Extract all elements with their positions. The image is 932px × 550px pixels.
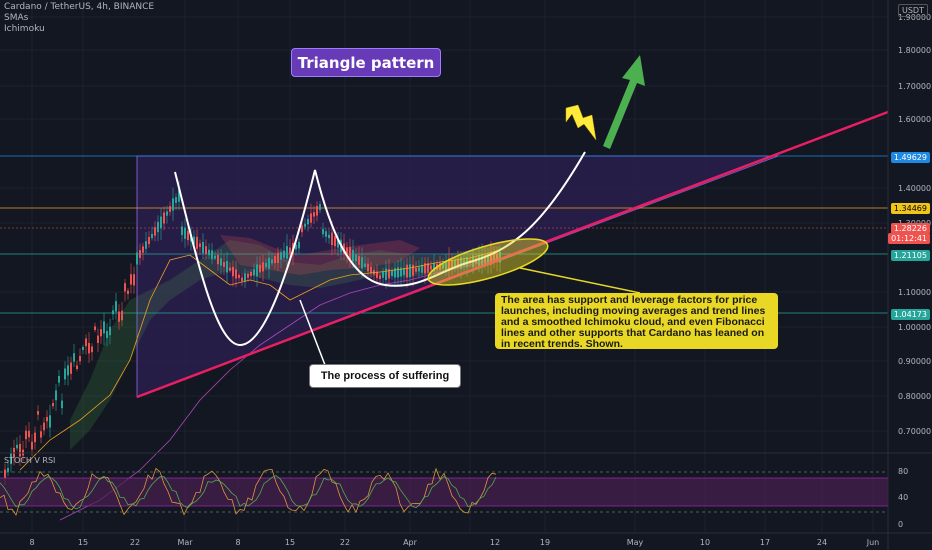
time-tick: Mar: [177, 538, 193, 547]
price-tick: 0.80000: [898, 392, 931, 401]
time-tick: 22: [130, 538, 140, 547]
sma-line-fast: [19, 249, 501, 471]
time-tick: May: [627, 538, 644, 547]
stoch-tick: 40: [898, 493, 908, 502]
time-tick: 10: [700, 538, 710, 547]
stoch-axis: 80 40 0: [898, 467, 908, 529]
price-tick: 0.70000: [898, 427, 931, 436]
symbol-title[interactable]: Cardano / TetherUS, 4h, BINANCE: [4, 2, 155, 12]
price-tick: 1.70000: [898, 82, 931, 91]
note-pointer: [519, 267, 641, 294]
stoch-k-line: [0, 467, 497, 516]
currency-badge[interactable]: USDT: [898, 4, 928, 17]
stoch-tick: 0: [898, 520, 903, 529]
price-tick: 1.10000: [898, 288, 931, 297]
indicator-smas[interactable]: SMAs: [4, 13, 29, 23]
stoch-band: [0, 478, 888, 506]
price-tag: 01:12:41: [888, 233, 930, 244]
lightning-bolt-icon: [565, 104, 597, 141]
time-tick: 8: [29, 538, 34, 547]
time-tick: 15: [78, 538, 88, 547]
time-tick: 8: [235, 538, 240, 547]
ichimoku-cloud: [70, 240, 500, 450]
support-note-label[interactable]: The area has support and leverage factor…: [495, 293, 778, 349]
time-tick: 22: [340, 538, 350, 547]
up-arrow-icon: [603, 55, 645, 149]
support-ellipse: [427, 238, 549, 286]
suffering-curve: [174, 151, 586, 347]
stoch-rsi-label[interactable]: STOCH V RSI: [4, 456, 56, 465]
chart-legend: Cardano / TetherUS, 4h, BINANCE SMAs Ich…: [4, 2, 154, 35]
suffering-pointer: [299, 299, 326, 366]
price-tag: 1.49629: [890, 152, 930, 163]
price-tag: 1.21105: [890, 250, 930, 261]
price-tag: 1.04173: [890, 309, 930, 320]
price-tick: 1.60000: [898, 115, 931, 124]
triangle-pattern-label[interactable]: Triangle pattern: [291, 48, 441, 77]
time-tick: Apr: [403, 538, 418, 547]
price-tag: 1.28226: [890, 223, 930, 234]
ascending-trendline: [136, 110, 889, 399]
time-tick: Jun: [866, 538, 880, 547]
time-tick: 24: [817, 538, 827, 547]
price-tag: 1.34469: [890, 203, 930, 214]
sma-line-slow: [59, 257, 501, 521]
price-tick: 1.80000: [898, 46, 931, 55]
price-tick: 1.00000: [898, 323, 931, 332]
time-tick: 15: [285, 538, 295, 547]
price-tick: 0.90000: [898, 357, 931, 366]
time-axis[interactable]: 8 15 22 Mar 8 15 22 Apr 12 19 May 10 17 24 Jun: [29, 538, 879, 547]
indicator-ichimoku[interactable]: Ichimoku: [4, 24, 45, 34]
stoch-d-line: [0, 475, 497, 510]
stoch-tick: 80: [898, 467, 908, 476]
time-tick: 12: [490, 538, 500, 547]
price-tick: 1.90000: [898, 13, 931, 22]
price-tick: 1.40000: [898, 184, 931, 193]
time-tick: 17: [760, 538, 770, 547]
time-tick: 19: [540, 538, 550, 547]
suffering-label[interactable]: The process of suffering: [309, 364, 461, 388]
